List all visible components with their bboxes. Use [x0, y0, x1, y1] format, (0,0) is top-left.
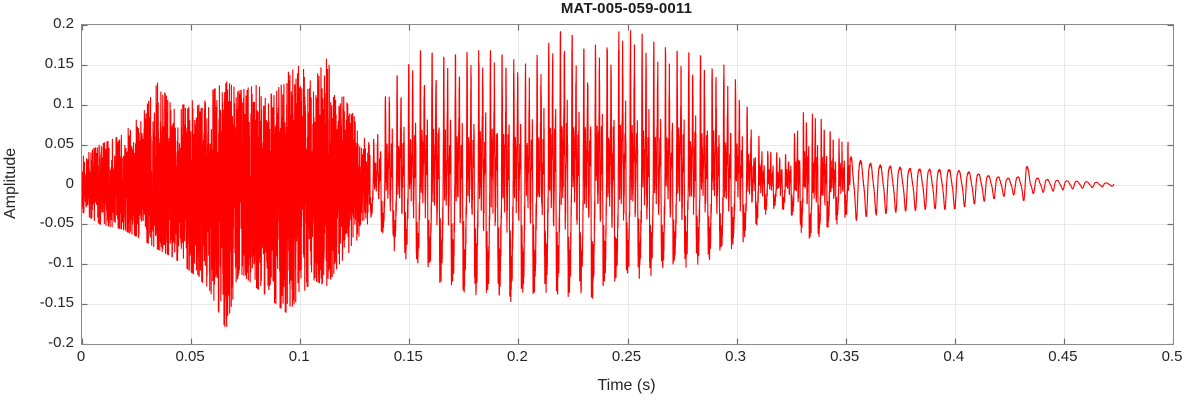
- y-tick-label: 0: [65, 174, 74, 192]
- waveform-canvas: [82, 25, 1173, 344]
- y-tick-label: -0.05: [39, 214, 74, 232]
- x-tick-label: 0.25: [611, 348, 642, 365]
- y-tick-label: 0.15: [44, 54, 74, 72]
- y-tick-label: 0.2: [53, 15, 74, 32]
- x-tick-label: 0.05: [175, 348, 205, 365]
- x-tick-label: 0.35: [830, 348, 860, 365]
- chart-title: MAT-005-059-0011: [560, 0, 693, 17]
- y-tick-label: -0.1: [48, 254, 74, 272]
- x-tick-label: 0.45: [1048, 348, 1078, 365]
- y-tick-label: -0.2: [48, 334, 74, 351]
- x-tick-label: 0.3: [725, 348, 747, 365]
- y-tick-label: -0.15: [39, 294, 74, 312]
- x-tick-label: 0.1: [288, 348, 310, 365]
- x-tick-label: 0.15: [393, 348, 423, 365]
- y-tick-label: 0.05: [44, 134, 74, 152]
- x-tick-label: 0.4: [943, 348, 965, 365]
- y-tick-label: 0.1: [53, 94, 74, 112]
- plot-area: [81, 24, 1174, 345]
- x-tick-label: 0.2: [506, 348, 528, 365]
- x-axis-label: Time (s): [597, 377, 656, 394]
- x-tick-label: 0: [76, 348, 86, 365]
- x-tick-label: 0.5: [1161, 348, 1183, 365]
